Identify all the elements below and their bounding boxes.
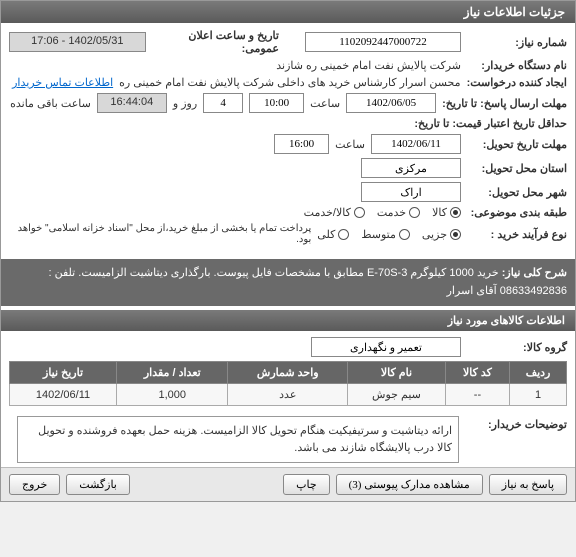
delivery-time-label: ساعت [335, 138, 365, 151]
cell-qty: 1,000 [117, 384, 228, 406]
radio-icon [409, 207, 420, 218]
main-panel: جزئیات اطلاعات نیاز شماره نیاز: تاریخ و … [0, 0, 576, 502]
desc-text: خرید 1000 کیلوگرم E-70S-3 مطابق با مشخصا… [48, 267, 567, 297]
row-province: استان محل تحویل: [9, 158, 567, 178]
budget-radio-khedmat[interactable]: خدمت [377, 206, 420, 219]
contract-opt-1: متوسط [361, 228, 396, 241]
panel-header: جزئیات اطلاعات نیاز [1, 1, 575, 23]
city-input[interactable] [361, 182, 461, 202]
request-creator-value: محسن اسرار کارشناس خرید های داخلی شرکت پ… [119, 76, 460, 89]
items-table: ردیف کد کالا نام کالا واحد شمارش تعداد /… [9, 361, 567, 406]
budget-radio-both[interactable]: کالا/خدمت [304, 206, 365, 219]
announce-label: تاریخ و ساعت اعلان عمومی: [152, 29, 279, 55]
radio-icon [450, 207, 461, 218]
panel-title: جزئیات اطلاعات نیاز [464, 5, 565, 19]
buyer-note-text: ارائه دیتاشیت و سرتیفیکیت هنگام تحویل کا… [38, 425, 452, 454]
buyer-note-row: توضیحات خریدار: ارائه دیتاشیت و سرتیفیکی… [1, 412, 575, 467]
delivery-deadline-label: مهلت تاریخ تحویل: [467, 138, 567, 151]
cell-date: 1402/06/11 [10, 384, 117, 406]
radio-icon [399, 229, 410, 240]
buyer-org-value: شرکت پالایش نفت امام خمینی ره شازند [276, 59, 461, 72]
budget-opt-1: خدمت [377, 206, 406, 219]
contract-opt-2: کلی [317, 228, 335, 241]
contract-radio-0[interactable]: جزیی [422, 228, 461, 241]
row-group: گروه کالا: [9, 337, 567, 357]
row-delivery: مهلت تاریخ تحویل: ساعت [9, 134, 567, 154]
budget-opt-0: کالا [432, 206, 447, 219]
col-date: تاریخ نیاز [10, 362, 117, 384]
items-form: گروه کالا: ردیف کد کالا نام کالا واحد شم… [1, 331, 575, 412]
budget-radio-kala[interactable]: کالا [432, 206, 461, 219]
col-unit: واحد شمارش [228, 362, 348, 384]
items-section-header: اطلاعات کالاهای مورد نیاز [1, 310, 575, 331]
respond-button[interactable]: پاسخ به نیاز [489, 474, 567, 495]
row-budget-type: طبقه بندی موضوعی: کالا خدمت کالا/خدمت [9, 206, 567, 219]
row-min-validity: حداقل تاریخ اعتبار قیمت: تا تاریخ: [9, 117, 567, 130]
budget-radio-group: کالا خدمت کالا/خدمت [304, 206, 461, 219]
col-qty: تعداد / مقدار [117, 362, 228, 384]
group-label: گروه کالا: [467, 341, 567, 354]
row-contract-type: نوع فرآیند خرید : جزیی متوسط کلی پرداخت … [9, 223, 567, 245]
cell-code: -- [445, 384, 509, 406]
delivery-date-input[interactable] [371, 134, 461, 154]
cell-name: سیم جوش [348, 384, 446, 406]
row-buyer-org: نام دستگاه خریدار: شرکت پالایش نفت امام … [9, 59, 567, 72]
buyer-note-label: توضیحات خریدار: [467, 412, 567, 431]
remaining-suffix: ساعت باقی مانده [10, 97, 91, 110]
contact-link[interactable]: اطلاعات تماس خریدار [12, 76, 113, 89]
cell-unit: عدد [228, 384, 348, 406]
need-number-label: شماره نیاز: [467, 36, 567, 49]
remaining-days-input [203, 93, 243, 113]
budget-type-label: طبقه بندی موضوعی: [467, 206, 567, 219]
buyer-note-box: ارائه دیتاشیت و سرتیفیکیت هنگام تحویل کا… [17, 416, 459, 463]
cell-row: 1 [510, 384, 567, 406]
back-button[interactable]: بازگشت [66, 474, 130, 495]
col-code: کد کالا [445, 362, 509, 384]
remaining-days-label: روز و [173, 97, 197, 110]
request-creator-label: ایجاد کننده درخواست: [467, 76, 567, 89]
description-box: شرح کلی نیاز: خرید 1000 کیلوگرم E-70S-3 … [1, 259, 575, 306]
radio-icon [354, 207, 365, 218]
contract-radio-2[interactable]: کلی [317, 228, 349, 241]
deadline-time-input[interactable] [249, 93, 304, 113]
table-row[interactable]: 1 -- سیم جوش عدد 1,000 1402/06/11 [10, 384, 567, 406]
deadline-time-label: ساعت [310, 97, 340, 110]
row-city: شهر محل تحویل: [9, 182, 567, 202]
remaining-time: 16:44:04 [97, 93, 167, 113]
col-name: نام کالا [348, 362, 446, 384]
contract-type-label: نوع فرآیند خرید : [467, 228, 567, 241]
buyer-org-label: نام دستگاه خریدار: [467, 59, 567, 72]
city-label: شهر محل تحویل: [467, 186, 567, 199]
need-number-input[interactable] [305, 32, 461, 52]
deadline-label: مهلت ارسال پاسخ: تا تاریخ: [442, 97, 567, 110]
exit-button[interactable]: خروج [9, 474, 60, 495]
col-row: ردیف [510, 362, 567, 384]
radio-icon [450, 229, 461, 240]
row-request-creator: ایجاد کننده درخواست: محسن اسرار کارشناس … [9, 76, 567, 89]
province-input[interactable] [361, 158, 461, 178]
attachments-button[interactable]: مشاهده مدارک پیوستی (3) [336, 474, 483, 495]
contract-opt-0: جزیی [422, 228, 447, 241]
form-area: شماره نیاز: تاریخ و ساعت اعلان عمومی: 14… [1, 23, 575, 255]
items-title: اطلاعات کالاهای مورد نیاز [448, 315, 565, 327]
row-need-number: شماره نیاز: تاریخ و ساعت اعلان عمومی: 14… [9, 29, 567, 55]
delivery-time-input[interactable] [274, 134, 329, 154]
group-input[interactable] [311, 337, 461, 357]
print-button[interactable]: چاپ [283, 474, 330, 495]
contract-radio-group: جزیی متوسط کلی [317, 228, 461, 241]
deadline-date-input[interactable] [346, 93, 436, 113]
radio-icon [338, 229, 349, 240]
footer-toolbar: پاسخ به نیاز مشاهده مدارک پیوستی (3) چاپ… [1, 467, 575, 501]
desc-label: شرح کلی نیاز: [502, 267, 567, 279]
row-deadline: مهلت ارسال پاسخ: تا تاریخ: ساعت روز و 16… [9, 93, 567, 113]
budget-opt-2: کالا/خدمت [304, 206, 351, 219]
contract-note: پرداخت تمام یا بخشی از مبلغ خرید،از محل … [9, 223, 311, 245]
announce-value: 1402/05/31 - 17:06 [9, 32, 146, 52]
min-validity-label: حداقل تاریخ اعتبار قیمت: تا تاریخ: [414, 117, 567, 130]
contract-radio-1[interactable]: متوسط [361, 228, 410, 241]
table-header-row: ردیف کد کالا نام کالا واحد شمارش تعداد /… [10, 362, 567, 384]
province-label: استان محل تحویل: [467, 162, 567, 175]
